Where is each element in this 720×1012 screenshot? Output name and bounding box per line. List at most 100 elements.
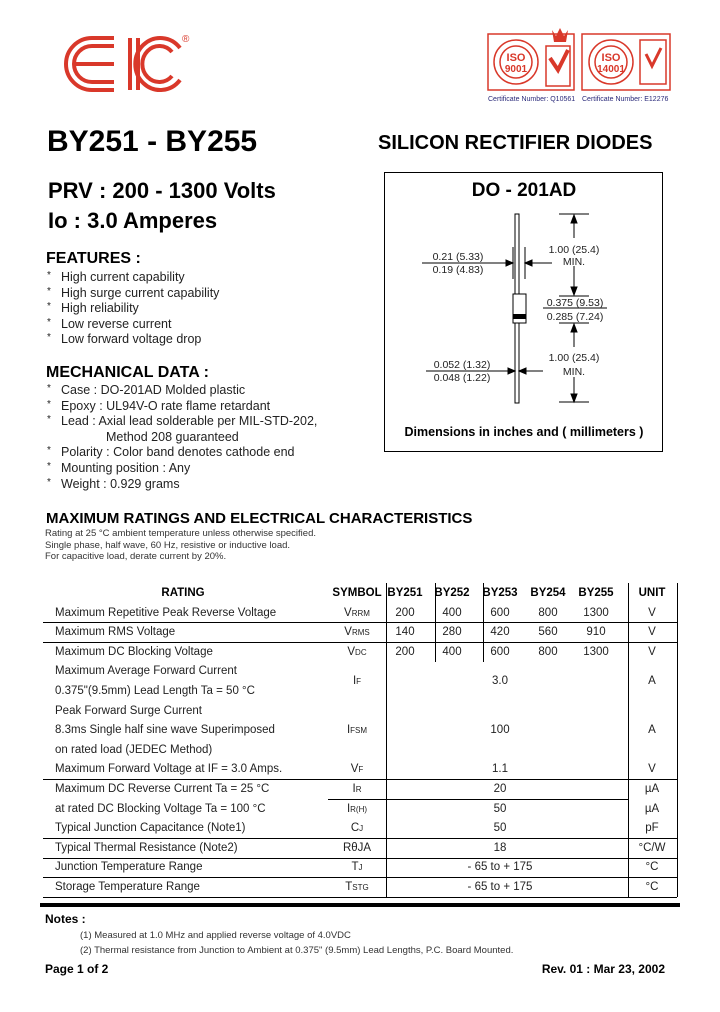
list-item: * Epoxy : UL94V-O rate flame retardant [47,398,271,413]
condition-line: Rating at 25 °C ambient temperature unle… [45,528,316,539]
symbol-main: I [352,783,356,795]
page-number: Page 1 of 2 [45,962,109,976]
unit-cell: V [648,763,656,776]
row-divider [328,798,628,800]
rating-label: Maximum RMS Voltage [55,626,176,639]
value-cell: 420 [490,626,510,639]
svg-text:14001: 14001 [597,64,625,75]
rating-label: at rated DC Blocking Voltage Ta = 100 °C [55,802,266,815]
eic-logo: ® [64,34,190,92]
row-divider [43,857,677,859]
symbol-subscript: F [358,765,364,775]
list-item: * High reliability [47,301,139,316]
value-cell: 200 [395,645,415,658]
value-cell: 20 [493,783,507,795]
value-cell: 140 [395,626,415,639]
symbol-cell: TSTG [345,881,368,893]
unit-cell: V [648,626,656,639]
list-item: * Mounting position : Any [47,460,191,475]
body-length-max-label: 0.375 (9.53) [547,297,604,309]
symbol-main: I [352,675,357,688]
prv-rating: PRV : 200 - 1300 Volts [48,178,276,203]
rating-label: Maximum DC Reverse Current Ta = 25 °C [55,783,270,795]
header-part: BY255 [578,587,614,599]
symbol-subscript: DC [355,647,367,657]
list-item: Method 208 guaranteed [106,429,239,444]
symbol-subscript: F [356,677,362,687]
notes-heading: Notes : [45,912,86,926]
lead-length-top-label: 1.00 (25.4) [549,244,600,256]
column-divider [386,583,387,897]
value-cell: 400 [442,645,462,658]
header-rating: RATING [161,587,205,599]
symbol-main: T [351,861,359,874]
row-divider [43,779,677,781]
symbol-subscript: RRM [351,608,370,618]
list-item: * Low reverse current [47,316,172,331]
symbol-main: V [350,763,359,776]
symbol-subscript: RMS [351,628,370,638]
part-title: BY251 - BY255 [47,125,258,158]
unit-cell: pF [645,822,659,835]
package-title: DO - 201AD [472,180,577,201]
condition-line: For capacitive load, derate current by 2… [45,551,227,562]
value-cell: 3.0 [492,675,508,688]
rating-label: Maximum DC Blocking Voltage [55,645,213,658]
symbol-subscript: J [358,863,363,873]
io-rating: Io : 3.0 Amperes [48,208,218,233]
min-label: MIN. [563,256,585,268]
row-divider [43,838,677,839]
unit-cell: µA [644,783,660,795]
value-cell: 560 [538,626,558,639]
condition-line: Single phase, half wave, 60 Hz, resistiv… [45,539,291,551]
features-heading: FEATURES : [46,250,141,267]
list-item: * Case : DO-201AD Molded plastic [47,383,246,397]
header-part: BY251 [387,587,423,599]
mechanical-heading: MECHANICAL DATA : [46,364,209,381]
package-dimension-diagram: DO - 201AD 1.00 (25.4) MIN. 1.00 (25.4) … [384,172,663,452]
symbol-main: C [350,822,360,835]
rating-label: 8.3ms Single half sine wave Superimposed [55,724,275,737]
body-diameter-min-label: 0.19 (4.83) [433,264,484,276]
symbol-cell: RθJA [343,842,371,854]
unit-cell: A [648,724,656,737]
rating-conditions: Rating at 25 °C ambient temperature unle… [45,528,316,563]
unit-cell: °C/W [638,841,666,854]
value-cell: 100 [490,724,510,737]
list-item: * High current capability [47,270,185,284]
features-list: * High current capability * High surge cur… [47,270,219,348]
value-cell: 50 [493,822,507,835]
value-cell: 400 [442,606,462,619]
rating-label: Typical Junction Capacitance (Note1) [55,822,246,835]
lead-diameter-min-label: 0.048 (1.22) [434,372,491,384]
unit-cell: °C [645,881,659,893]
dimensions-caption: Dimensions in inches and ( millimeters ) [405,425,644,439]
unit-cell: V [648,645,656,658]
symbol-cell: CJ [351,822,363,834]
row-divider [43,642,677,643]
symbol-main: V [344,626,352,639]
value-cell: 200 [395,606,415,619]
rating-label: Maximum Average Forward Current [55,665,237,678]
note-1: (1) Measured at 1.0 MHz and applied reve… [80,930,351,941]
symbol-main: RθJA [342,841,372,854]
symbol-subscript: J [359,824,364,834]
body-diameter-max-label: 0.21 (5.33) [433,251,484,263]
header-part: BY254 [530,587,566,599]
column-divider [435,583,436,662]
value-cell: 18 [493,841,507,854]
cathode-band [513,314,526,319]
row-divider [43,877,677,879]
svg-text:ISO: ISO [602,52,621,64]
iso-certificate-badges: ISO 9001 ISO 14001 [487,28,671,91]
symbol-cell: TJ [351,861,362,873]
column-divider [483,583,484,662]
column-divider [628,583,629,897]
list-item: * Lead : Axial lead solderable per MIL-ST… [47,414,318,429]
symbol-subscript: R [355,785,362,794]
rating-label: Typical Thermal Resistance (Note2) [55,841,238,854]
note-2: (2) Thermal resistance from Junction to … [80,945,514,956]
mechanical-list: * Case : DO-201AD Molded plastic * Epoxy :… [47,383,317,492]
row-divider [43,622,677,624]
